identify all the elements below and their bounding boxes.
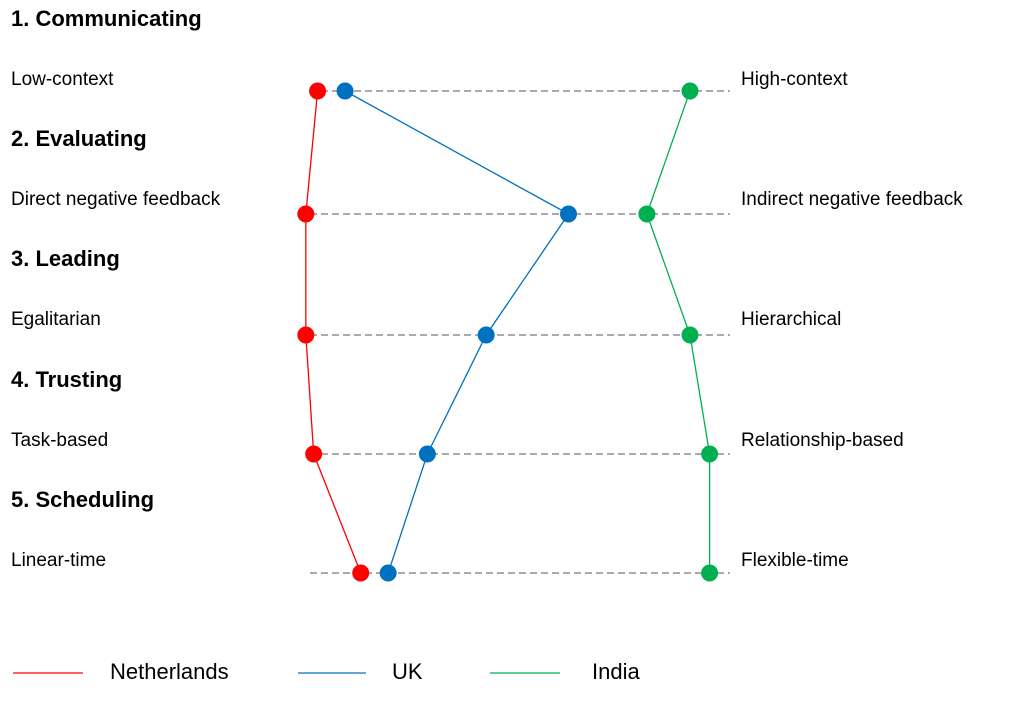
point-netherlands-1	[309, 82, 327, 100]
point-uk-5	[379, 564, 397, 582]
point-india-2	[638, 205, 656, 223]
point-india-4	[701, 445, 719, 463]
heading-evaluating: 2. Evaluating	[11, 126, 147, 151]
series-line-uk	[344, 90, 570, 574]
heading-communicating: 1. Communicating	[11, 6, 202, 31]
left-label-scheduling: Linear-time	[11, 550, 107, 571]
series-line-india	[646, 90, 711, 573]
point-uk-2	[559, 205, 577, 223]
left-label-communicating: Low-context	[11, 69, 114, 90]
legend-text-uk: UK	[392, 659, 423, 684]
point-netherlands-4	[305, 445, 323, 463]
point-netherlands-5	[352, 564, 370, 582]
heading-trusting: 4. Trusting	[11, 367, 123, 392]
point-uk-3	[477, 326, 495, 344]
heading-scheduling: 5. Scheduling	[11, 487, 155, 512]
series-line-netherlands	[305, 90, 362, 574]
left-label-evaluating: Direct negative feedback	[11, 189, 221, 210]
heading-leading: 3. Leading	[11, 246, 120, 271]
point-uk-4	[418, 445, 436, 463]
right-label-trusting: Relationship-based	[741, 430, 904, 451]
point-india-1	[681, 82, 699, 100]
left-label-trusting: Task-based	[11, 430, 109, 451]
point-india-5	[701, 564, 719, 582]
left-label-leading: Egalitarian	[11, 309, 101, 330]
legend-text-india: India	[592, 659, 640, 684]
right-label-scheduling: Flexible-time	[741, 550, 849, 571]
right-label-evaluating: Indirect negative feedback	[741, 189, 963, 210]
point-netherlands-3	[297, 326, 315, 344]
right-label-communicating: High-context	[741, 69, 848, 90]
point-netherlands-2	[297, 205, 315, 223]
legend-text-netherlands: Netherlands	[110, 659, 229, 684]
point-india-3	[681, 326, 699, 344]
point-uk-1	[336, 82, 354, 100]
right-label-leading: Hierarchical	[741, 309, 842, 330]
